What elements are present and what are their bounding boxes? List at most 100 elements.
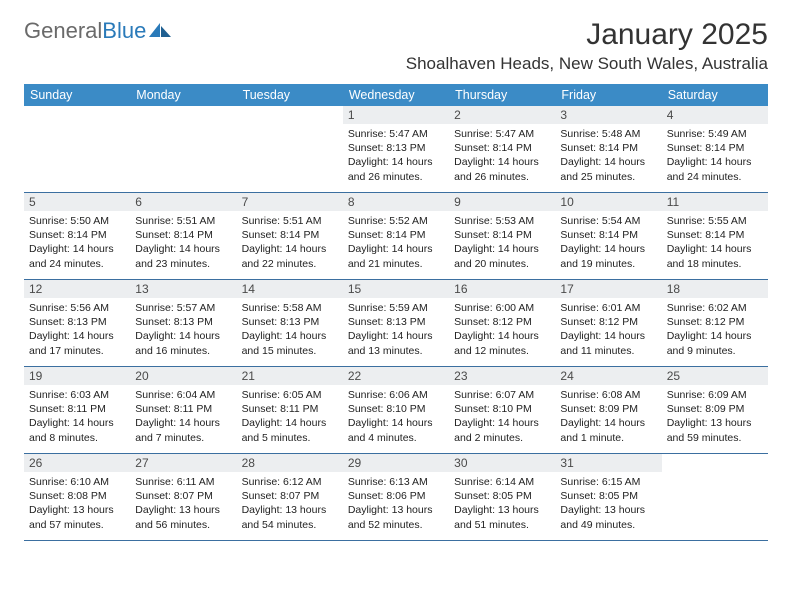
dl2-text: and 12 minutes. [454, 344, 550, 358]
calendar-cell: 24Sunrise: 6:08 AMSunset: 8:09 PMDayligh… [555, 367, 661, 453]
day-details: Sunrise: 6:08 AMSunset: 8:09 PMDaylight:… [555, 385, 661, 450]
day-header-row: Sunday Monday Tuesday Wednesday Thursday… [24, 84, 768, 106]
sunset-text: Sunset: 8:05 PM [454, 489, 550, 503]
weeks-container: 1Sunrise: 5:47 AMSunset: 8:13 PMDaylight… [24, 106, 768, 541]
day-details: Sunrise: 5:56 AMSunset: 8:13 PMDaylight:… [24, 298, 130, 363]
sunrise-text: Sunrise: 6:03 AM [29, 388, 125, 402]
day-details: Sunrise: 6:05 AMSunset: 8:11 PMDaylight:… [237, 385, 343, 450]
day-number: 8 [343, 193, 449, 211]
brand-part1: General [24, 18, 102, 44]
sunset-text: Sunset: 8:12 PM [454, 315, 550, 329]
sunrise-text: Sunrise: 5:53 AM [454, 214, 550, 228]
dl1-text: Daylight: 14 hours [667, 155, 763, 169]
sunrise-text: Sunrise: 6:12 AM [242, 475, 338, 489]
day-number: 2 [449, 106, 555, 124]
day-number: 15 [343, 280, 449, 298]
title-block: January 2025 Shoalhaven Heads, New South… [406, 18, 768, 74]
day-details: Sunrise: 5:50 AMSunset: 8:14 PMDaylight:… [24, 211, 130, 276]
week-row: 12Sunrise: 5:56 AMSunset: 8:13 PMDayligh… [24, 280, 768, 367]
calendar-cell: 17Sunrise: 6:01 AMSunset: 8:12 PMDayligh… [555, 280, 661, 366]
sunset-text: Sunset: 8:14 PM [667, 141, 763, 155]
day-number: 18 [662, 280, 768, 298]
calendar-cell: 4Sunrise: 5:49 AMSunset: 8:14 PMDaylight… [662, 106, 768, 192]
sunrise-text: Sunrise: 6:07 AM [454, 388, 550, 402]
dl1-text: Daylight: 14 hours [242, 329, 338, 343]
dl2-text: and 1 minute. [560, 431, 656, 445]
day-number: 26 [24, 454, 130, 472]
sunrise-text: Sunrise: 5:47 AM [454, 127, 550, 141]
calendar-cell: 12Sunrise: 5:56 AMSunset: 8:13 PMDayligh… [24, 280, 130, 366]
dl1-text: Daylight: 14 hours [135, 329, 231, 343]
dl2-text: and 5 minutes. [242, 431, 338, 445]
dl2-text: and 56 minutes. [135, 518, 231, 532]
sunset-text: Sunset: 8:14 PM [454, 228, 550, 242]
sunrise-text: Sunrise: 5:51 AM [242, 214, 338, 228]
dl2-text: and 9 minutes. [667, 344, 763, 358]
dl2-text: and 26 minutes. [348, 170, 444, 184]
day-number: 29 [343, 454, 449, 472]
day-details: Sunrise: 6:12 AMSunset: 8:07 PMDaylight:… [237, 472, 343, 537]
sunset-text: Sunset: 8:05 PM [560, 489, 656, 503]
sunset-text: Sunset: 8:09 PM [667, 402, 763, 416]
dl1-text: Daylight: 14 hours [560, 416, 656, 430]
dl2-text: and 19 minutes. [560, 257, 656, 271]
day-header: Friday [555, 84, 661, 106]
day-details: Sunrise: 6:07 AMSunset: 8:10 PMDaylight:… [449, 385, 555, 450]
day-number: 9 [449, 193, 555, 211]
sunrise-text: Sunrise: 5:54 AM [560, 214, 656, 228]
day-number: 3 [555, 106, 661, 124]
dl2-text: and 15 minutes. [242, 344, 338, 358]
sunrise-text: Sunrise: 6:01 AM [560, 301, 656, 315]
day-details: Sunrise: 5:52 AMSunset: 8:14 PMDaylight:… [343, 211, 449, 276]
calendar-cell: 25Sunrise: 6:09 AMSunset: 8:09 PMDayligh… [662, 367, 768, 453]
day-details: Sunrise: 5:58 AMSunset: 8:13 PMDaylight:… [237, 298, 343, 363]
sunset-text: Sunset: 8:13 PM [29, 315, 125, 329]
day-header: Sunday [24, 84, 130, 106]
day-details: Sunrise: 5:51 AMSunset: 8:14 PMDaylight:… [237, 211, 343, 276]
day-details: Sunrise: 5:47 AMSunset: 8:13 PMDaylight:… [343, 124, 449, 189]
calendar-cell: 6Sunrise: 5:51 AMSunset: 8:14 PMDaylight… [130, 193, 236, 279]
calendar-cell: 2Sunrise: 5:47 AMSunset: 8:14 PMDaylight… [449, 106, 555, 192]
day-details: Sunrise: 6:11 AMSunset: 8:07 PMDaylight:… [130, 472, 236, 537]
sunrise-text: Sunrise: 6:00 AM [454, 301, 550, 315]
sunrise-text: Sunrise: 6:11 AM [135, 475, 231, 489]
day-details: Sunrise: 6:00 AMSunset: 8:12 PMDaylight:… [449, 298, 555, 363]
sunrise-text: Sunrise: 5:51 AM [135, 214, 231, 228]
sunset-text: Sunset: 8:13 PM [348, 141, 444, 155]
day-number: 23 [449, 367, 555, 385]
dl1-text: Daylight: 14 hours [135, 242, 231, 256]
calendar-cell: 28Sunrise: 6:12 AMSunset: 8:07 PMDayligh… [237, 454, 343, 540]
dl1-text: Daylight: 13 hours [454, 503, 550, 517]
brand-logo: GeneralBlue [24, 18, 171, 44]
day-number: 19 [24, 367, 130, 385]
day-number: 27 [130, 454, 236, 472]
day-number: 6 [130, 193, 236, 211]
dl1-text: Daylight: 14 hours [348, 155, 444, 169]
sunset-text: Sunset: 8:14 PM [560, 141, 656, 155]
dl2-text: and 2 minutes. [454, 431, 550, 445]
sunset-text: Sunset: 8:13 PM [348, 315, 444, 329]
day-details: Sunrise: 6:03 AMSunset: 8:11 PMDaylight:… [24, 385, 130, 450]
sunset-text: Sunset: 8:12 PM [667, 315, 763, 329]
calendar-cell: 8Sunrise: 5:52 AMSunset: 8:14 PMDaylight… [343, 193, 449, 279]
calendar-cell: 5Sunrise: 5:50 AMSunset: 8:14 PMDaylight… [24, 193, 130, 279]
day-number: 20 [130, 367, 236, 385]
sunrise-text: Sunrise: 6:04 AM [135, 388, 231, 402]
calendar-cell: 27Sunrise: 6:11 AMSunset: 8:07 PMDayligh… [130, 454, 236, 540]
sunset-text: Sunset: 8:08 PM [29, 489, 125, 503]
day-details: Sunrise: 5:54 AMSunset: 8:14 PMDaylight:… [555, 211, 661, 276]
day-number: 11 [662, 193, 768, 211]
calendar-cell: 10Sunrise: 5:54 AMSunset: 8:14 PMDayligh… [555, 193, 661, 279]
day-details: Sunrise: 6:10 AMSunset: 8:08 PMDaylight:… [24, 472, 130, 537]
sunset-text: Sunset: 8:06 PM [348, 489, 444, 503]
dl2-text: and 24 minutes. [667, 170, 763, 184]
day-details: Sunrise: 6:09 AMSunset: 8:09 PMDaylight:… [662, 385, 768, 450]
day-number: 1 [343, 106, 449, 124]
calendar-cell: 29Sunrise: 6:13 AMSunset: 8:06 PMDayligh… [343, 454, 449, 540]
calendar-cell: 11Sunrise: 5:55 AMSunset: 8:14 PMDayligh… [662, 193, 768, 279]
dl1-text: Daylight: 13 hours [242, 503, 338, 517]
day-details: Sunrise: 5:57 AMSunset: 8:13 PMDaylight:… [130, 298, 236, 363]
dl2-text: and 23 minutes. [135, 257, 231, 271]
dl1-text: Daylight: 14 hours [29, 416, 125, 430]
day-number: 28 [237, 454, 343, 472]
